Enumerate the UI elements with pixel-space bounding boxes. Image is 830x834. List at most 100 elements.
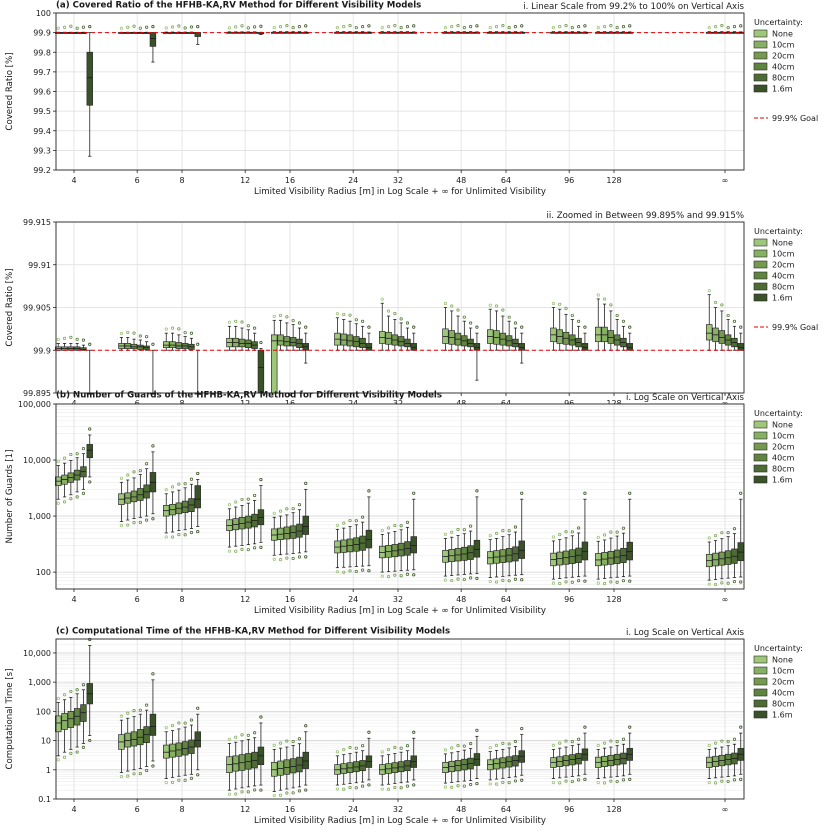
outlier-point xyxy=(304,481,308,485)
outlier-point xyxy=(119,775,124,779)
box-1.6m xyxy=(149,32,157,47)
outlier-point xyxy=(739,725,743,729)
y-tick-label: 100 xyxy=(36,568,51,577)
legend-item-label: 80cm xyxy=(772,74,795,83)
outlier-point xyxy=(615,313,619,318)
outlier-point xyxy=(164,726,168,730)
legend-item-label: None xyxy=(772,421,793,430)
x-tick-label: 16 xyxy=(285,595,295,604)
x-tick-label: 8 xyxy=(179,176,184,185)
outlier-point xyxy=(583,325,587,329)
outlier-point xyxy=(88,25,92,29)
outlier-point xyxy=(628,579,632,583)
outlier-point xyxy=(707,582,711,586)
legend-item-label: 20cm xyxy=(772,52,795,61)
outlier-point xyxy=(246,497,250,501)
outlier-point xyxy=(462,577,466,582)
legend-item-label: 40cm xyxy=(772,454,795,463)
box-80cm xyxy=(512,338,519,348)
outlier-point xyxy=(291,739,295,744)
outlier-point xyxy=(183,482,187,486)
outlier-point xyxy=(361,744,365,748)
outlier-point xyxy=(570,779,574,784)
outlier-point xyxy=(564,580,568,584)
outlier-point xyxy=(170,535,175,539)
x-tick-label: 48 xyxy=(456,805,466,814)
outlier-point xyxy=(119,714,124,718)
outlier-point xyxy=(405,25,410,29)
legend-swatch xyxy=(753,677,768,686)
outlier-point xyxy=(469,742,473,746)
legend: Uncertainty: None 10cm 20cm 40cm 80cm 1.6m 99.9… xyxy=(753,227,818,332)
outlier-point xyxy=(138,26,142,30)
chart-panel-2: 99.895 99.9 99.905 99.91 99.915 4 6 8 12 16 24 32 48… xyxy=(5,211,818,420)
outlier-point xyxy=(88,427,92,431)
outlier-point xyxy=(726,26,730,30)
outlier-point xyxy=(462,744,466,748)
outlier-point xyxy=(151,764,155,768)
outlier-point xyxy=(520,325,524,329)
legend-item-label: 20cm xyxy=(772,443,795,452)
outlier-point xyxy=(732,319,737,323)
outlier-point xyxy=(739,24,743,28)
outlier-point xyxy=(602,297,607,301)
outlier-point xyxy=(726,740,730,744)
outlier-point xyxy=(253,25,257,29)
outlier-point xyxy=(348,785,352,790)
chart-panel-1: 99.2 99.3 99.4 99.5 99.6 99.7 99.8 99.9 100 4 6 8 12… xyxy=(5,1,818,198)
legend-swatch xyxy=(753,655,768,664)
outlier-point xyxy=(507,781,511,785)
x-tick-label: 6 xyxy=(135,176,140,185)
box-1.6m xyxy=(473,539,481,558)
outlier-point xyxy=(246,733,250,737)
box-40cm xyxy=(137,344,144,350)
outlier-point xyxy=(361,568,365,572)
outlier-point xyxy=(354,26,358,30)
legend: Uncertainty: None 10cm 20cm 40cm 80cm 1.6m xyxy=(753,644,803,720)
legend-swatch xyxy=(753,442,768,451)
x-tick-label: 96 xyxy=(564,805,574,814)
x-tick-label: 64 xyxy=(501,805,511,814)
outlier-point xyxy=(596,743,600,747)
outlier-point xyxy=(126,473,130,477)
outlier-point xyxy=(126,330,130,335)
outlier-point xyxy=(558,581,562,586)
legend-title: Uncertainty: xyxy=(754,409,803,418)
outlier-point xyxy=(450,785,454,790)
legend-item-label: None xyxy=(772,239,793,248)
outlier-point xyxy=(713,25,718,29)
outlier-point xyxy=(380,26,384,30)
outlier-point xyxy=(253,788,257,792)
outlier-point xyxy=(75,337,79,342)
outlier-point xyxy=(278,558,283,562)
outlier-point xyxy=(488,303,492,307)
legend-swatch xyxy=(753,420,768,429)
outlier-point xyxy=(615,580,619,584)
outlier-point xyxy=(720,303,724,307)
x-tick-label: 8 xyxy=(179,595,184,604)
outlier-point xyxy=(507,315,511,319)
x-tick-label: ∞ xyxy=(722,399,729,408)
outlier-point xyxy=(520,778,524,782)
outlier-point xyxy=(291,507,295,511)
legend-swatch xyxy=(753,238,768,247)
outlier-point xyxy=(170,326,175,330)
box-20cm xyxy=(130,490,138,503)
x-tick-label: 16 xyxy=(285,176,295,185)
outlier-point xyxy=(609,24,613,28)
outlier-point xyxy=(234,549,238,553)
legend-goal-label: 99.9% Goal xyxy=(772,114,818,123)
outlier-point xyxy=(488,782,492,786)
outlier-point xyxy=(450,304,454,308)
outlier-point xyxy=(246,26,250,30)
outlier-point xyxy=(62,755,67,759)
axes-frame xyxy=(55,403,745,590)
x-tick-label: 12 xyxy=(240,805,250,814)
legend-swatch xyxy=(753,688,768,697)
chart-title: (a) Covered Ratio of the HFHB-KA,RV Meth… xyxy=(56,1,421,11)
legend-swatch xyxy=(753,51,768,60)
outlier-point xyxy=(732,527,737,531)
x-tick-label: 6 xyxy=(135,399,140,408)
outlier-point xyxy=(577,778,581,782)
